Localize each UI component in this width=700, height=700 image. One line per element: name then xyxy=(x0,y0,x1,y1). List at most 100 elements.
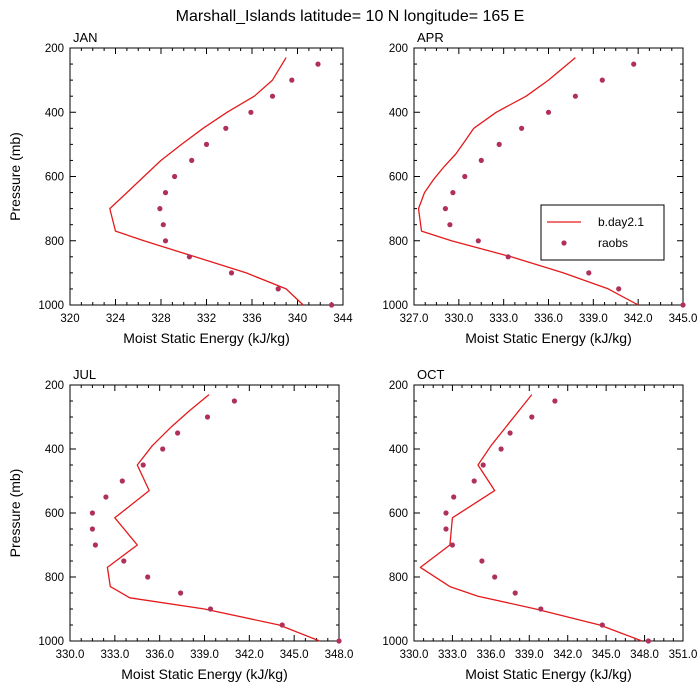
raobs-point xyxy=(162,238,169,244)
raobs-point xyxy=(92,542,98,548)
x-tick-label: 345.0 xyxy=(669,313,698,325)
raobs-point xyxy=(529,414,535,420)
raobs-point xyxy=(631,61,637,67)
x-tick-label: 330.0 xyxy=(56,649,85,661)
x-tick-label: 336 xyxy=(242,313,261,325)
x-tick-label: 345.0 xyxy=(592,649,621,661)
y-tick-label: 600 xyxy=(389,508,408,520)
panel-label: OCT xyxy=(417,367,445,382)
y-tick-label: 1000 xyxy=(38,636,64,648)
raobs-point xyxy=(203,141,210,147)
raobs-point xyxy=(231,398,237,404)
panels: JAN 320 324 328 332 336 340 344 200 400 600 800 1000… xyxy=(7,30,697,682)
raobs-point xyxy=(162,190,169,196)
raobs-point xyxy=(645,638,652,644)
raobs-point xyxy=(172,173,178,180)
y-tick-label: 200 xyxy=(389,43,408,55)
raobs-point xyxy=(175,430,181,436)
x-tick-label: 333.0 xyxy=(489,313,518,325)
y-tick-label: 400 xyxy=(389,444,408,456)
raobs-point xyxy=(492,574,498,580)
raobs-point xyxy=(279,622,285,628)
series-line-b.day2.1 xyxy=(106,394,320,642)
raobs-point xyxy=(119,478,125,484)
raobs-point xyxy=(480,462,486,468)
x-tick-label: 330.0 xyxy=(444,313,473,325)
x-tick-label: 330.0 xyxy=(400,649,429,661)
x-tick-label: 324 xyxy=(106,313,126,325)
x-tick-label: 348.0 xyxy=(630,649,659,661)
raobs-point xyxy=(89,510,95,516)
raobs-point xyxy=(447,222,453,228)
x-tick-label: 336.0 xyxy=(534,313,563,325)
x-tick-label: 342.0 xyxy=(624,313,653,325)
raobs-point xyxy=(336,638,342,644)
raobs-point xyxy=(443,526,449,532)
raobs-point xyxy=(186,254,192,260)
raobs-point xyxy=(450,190,456,196)
raobs-point xyxy=(475,238,481,244)
x-tick-label: 339.0 xyxy=(579,313,608,325)
y-tick-label: 400 xyxy=(45,107,64,119)
y-tick-label: 1000 xyxy=(38,300,64,312)
x-tick-label: 340 xyxy=(288,313,307,325)
raobs-point xyxy=(289,77,295,83)
x-tick-label: 345.0 xyxy=(280,649,309,661)
x-tick-label: 333.0 xyxy=(438,649,467,661)
raobs-point xyxy=(449,542,455,548)
raobs-point xyxy=(680,302,686,308)
x-tick-label: 336.0 xyxy=(476,649,505,661)
x-tick-label: 336.0 xyxy=(145,649,174,661)
raobs-point xyxy=(478,157,484,163)
y-tick-label: 400 xyxy=(45,444,64,456)
y-tick-label: 600 xyxy=(45,508,64,520)
x-tick-label: 339.0 xyxy=(190,649,219,661)
x-axis-title: Moist Static Energy (kJ/kg) xyxy=(465,330,632,346)
raobs-point xyxy=(329,302,335,308)
legend-label: raobs xyxy=(598,236,628,250)
y-tick-label: 800 xyxy=(389,572,408,584)
raobs-point xyxy=(505,254,511,260)
plot-frame xyxy=(413,384,684,642)
raobs-point xyxy=(207,606,214,612)
raobs-point xyxy=(442,206,448,212)
raobs-point xyxy=(538,606,544,612)
raobs-point xyxy=(315,61,321,67)
raobs-point xyxy=(462,173,468,180)
panel-label: JUL xyxy=(73,367,96,382)
x-axis-title: Moist Static Energy (kJ/kg) xyxy=(121,666,288,682)
x-tick-label: 351.0 xyxy=(669,649,698,661)
series-line-b.day2.1 xyxy=(417,57,639,306)
raobs-point xyxy=(204,414,211,420)
raobs-point xyxy=(519,125,525,131)
y-tick-label: 200 xyxy=(389,380,408,392)
raobs-point xyxy=(269,93,276,99)
y-tick-label: 600 xyxy=(389,172,408,184)
raobs-point xyxy=(248,109,254,115)
x-axis-title: Moist Static Energy (kJ/kg) xyxy=(465,666,632,682)
raobs-point xyxy=(140,462,146,468)
raobs-point xyxy=(103,494,109,500)
y-tick-label: 200 xyxy=(45,43,64,55)
panel-jul: JUL 330.0 333.0 336.0 339.0 342.0 345.0 348.0 20… xyxy=(7,367,353,682)
raobs-point xyxy=(496,141,502,147)
panel-jan: JAN 320 324 328 332 336 340 344 200 400 600 800 1000… xyxy=(7,30,353,346)
panel-label: APR xyxy=(417,30,444,45)
raobs-point xyxy=(545,109,552,115)
y-tick-label: 1000 xyxy=(382,300,408,312)
panel-apr: APR 327.0 330.0 333.0 336.0 339.0 342.0 345.0 20… xyxy=(382,30,697,346)
raobs-point xyxy=(599,77,605,83)
raobs-point xyxy=(471,478,477,484)
series-line-b.day2.1 xyxy=(419,394,643,642)
raobs-point xyxy=(616,286,622,292)
raobs-point xyxy=(189,157,195,163)
plot-frame xyxy=(413,47,684,306)
raobs-point xyxy=(223,125,229,131)
series-line-b.day2.1 xyxy=(109,57,304,306)
y-axis-title: Pressure (mb) xyxy=(7,469,23,558)
x-tick-label: 339.0 xyxy=(515,649,544,661)
raobs-point xyxy=(160,222,166,228)
plot-frame xyxy=(69,47,344,306)
raobs-point xyxy=(89,526,95,532)
